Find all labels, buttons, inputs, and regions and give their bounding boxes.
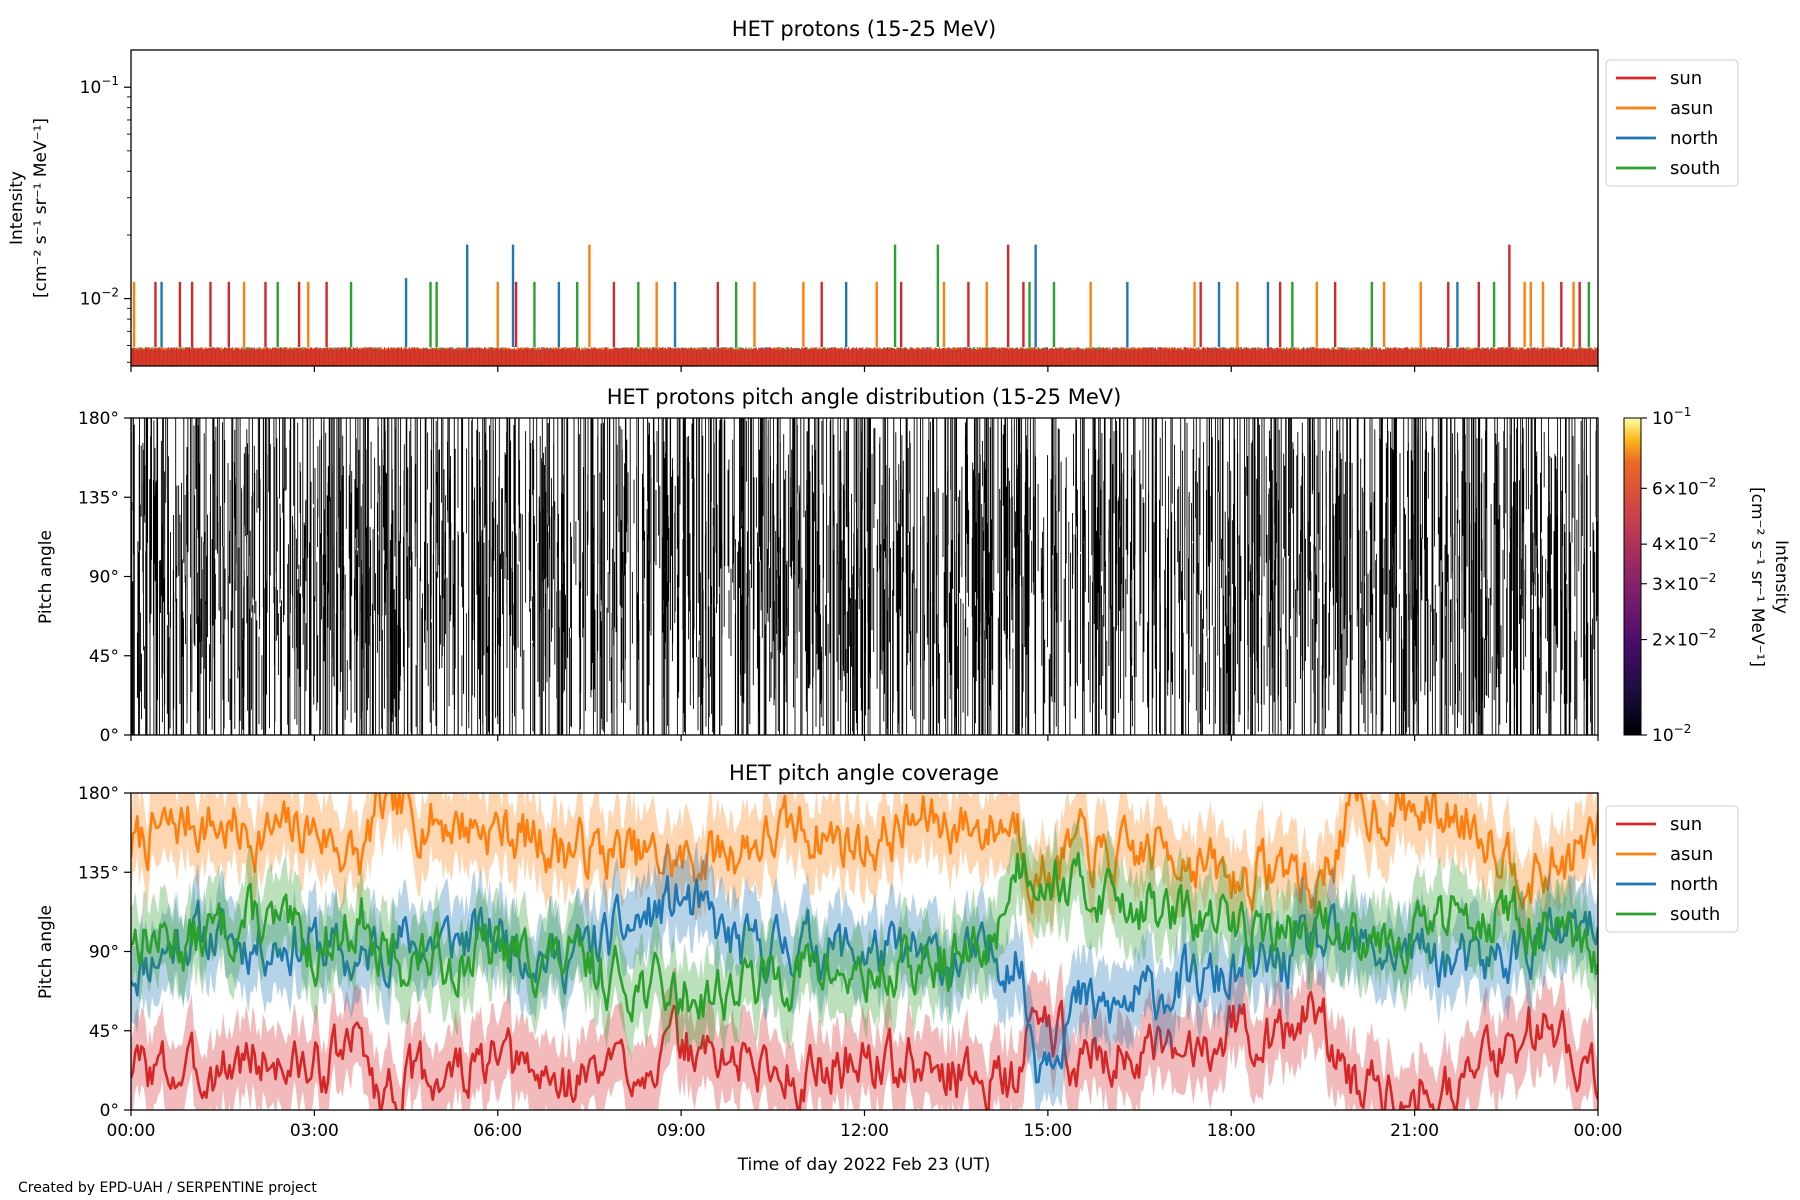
coverage-line-asun: [131, 793, 1598, 915]
y-tick-label: 45°: [89, 1022, 119, 1042]
intensity-x-ticks: [130, 366, 1599, 372]
y-tick-label: 10−2: [80, 286, 119, 310]
x-axis-label: Time of day 2022 Feb 23 (UT): [737, 1155, 991, 1175]
coverage-x-ticks: 00:00 03:00 06:00 09:00 12:00 15:00 18:00 21:00…: [107, 1110, 1623, 1141]
colorbar-ticks: 10−1 6×10−2 4×10−2 3×10−2 2×10−2 10−2: [1641, 405, 1716, 746]
colorbar-label: Intensity [cm⁻² s⁻¹ sr⁻¹ MeV⁻¹]: [1747, 487, 1791, 667]
coverage-panel-title: HET pitch angle coverage: [729, 761, 999, 785]
y-tick-label: 135°: [78, 863, 119, 883]
colorbar-tick-label: 10−2: [1652, 722, 1691, 746]
colorbar-tick-label: 4×10−2: [1652, 531, 1716, 555]
intensity-y-ticks: 10−1 10−2: [80, 74, 131, 363]
x-tick-label: 18:00: [1207, 1121, 1256, 1141]
coverage-line-north: [131, 875, 1598, 1084]
legend-label-asun: asun: [1670, 844, 1713, 865]
colorbar-tick-label: 6×10−2: [1652, 475, 1716, 499]
colorbar-tick-label: 10−1: [1652, 405, 1691, 429]
x-tick-label: 03:00: [290, 1121, 339, 1141]
intensity-y-label-line2: [cm⁻² s⁻¹ sr⁻¹ MeV⁻¹]: [31, 118, 51, 298]
legend-label-south: south: [1670, 158, 1720, 179]
coverage-band-north: [131, 837, 1598, 1110]
intensity-y-label: Intensity [cm⁻² s⁻¹ sr⁻¹ MeV⁻¹]: [7, 118, 51, 298]
coverage-series-group: [131, 793, 1598, 1110]
x-tick-label: 00:00: [107, 1121, 156, 1141]
pad-streaks: [131, 418, 1598, 735]
pad-y-label: Pitch angle: [36, 530, 56, 624]
intensity-legend: sun asun north south: [1605, 59, 1739, 187]
coverage-line-sun: [131, 990, 1598, 1110]
y-tick-label: 10−1: [80, 74, 119, 98]
credit-footer: Created by EPD-UAH / SERPENTINE project: [18, 1180, 317, 1196]
intensity-panel-title: HET protons (15-25 MeV): [732, 17, 996, 41]
coverage-line-south: [131, 851, 1598, 1023]
colorbar: [1623, 417, 1642, 736]
y-tick-label: 135°: [78, 488, 119, 508]
intensity-panel: HET protons (15-25 MeV) 10−1 10−2 Intensi…: [7, 17, 1739, 372]
legend-label-north: north: [1670, 874, 1718, 895]
y-tick-label: 90°: [89, 568, 119, 588]
x-tick-label: 09:00: [657, 1121, 706, 1141]
legend-label-north: north: [1670, 128, 1718, 149]
colorbar-label-line1: Intensity: [1771, 540, 1791, 614]
y-tick-label: 0°: [100, 1101, 119, 1121]
x-tick-label: 12:00: [840, 1121, 889, 1141]
coverage-y-label: Pitch angle: [36, 905, 56, 999]
colorbar-tick-label: 2×10−2: [1652, 627, 1716, 651]
coverage-band-asun: [131, 793, 1598, 952]
legend-label-south: south: [1670, 904, 1720, 925]
legend-label-sun: sun: [1670, 68, 1702, 89]
colorbar-tick-label: 3×10−2: [1652, 571, 1716, 595]
y-tick-label: 0°: [100, 726, 119, 746]
intensity-series-group: [131, 244, 1598, 366]
legend-label-sun: sun: [1670, 814, 1702, 835]
coverage-band-sun: [131, 953, 1598, 1110]
pad-x-ticks: [130, 735, 1599, 741]
x-tick-label: 00:00: [1574, 1121, 1623, 1141]
y-tick-label: 90°: [89, 943, 119, 963]
pad-panel-title: HET protons pitch angle distribution (15…: [607, 385, 1122, 409]
pad-panel: HET protons pitch angle distribution (15…: [36, 385, 1791, 746]
intensity-y-label-line1: Intensity: [7, 171, 27, 245]
x-tick-label: 06:00: [473, 1121, 522, 1141]
coverage-band-south: [131, 814, 1598, 1061]
colorbar-label-line2: [cm⁻² s⁻¹ sr⁻¹ MeV⁻¹]: [1747, 487, 1767, 667]
legend-box: [1605, 805, 1739, 933]
coverage-legend: sun asun north south: [1605, 805, 1739, 933]
y-tick-label: 180°: [78, 409, 119, 429]
legend-box: [1605, 59, 1739, 187]
baseline-band-sun: [131, 347, 1598, 366]
coverage-y-ticks: 0° 45° 90° 135° 180°: [78, 784, 131, 1121]
legend-label-asun: asun: [1670, 98, 1713, 119]
x-tick-label: 15:00: [1023, 1121, 1072, 1141]
y-tick-label: 45°: [89, 647, 119, 667]
coverage-panel: HET pitch angle coverage 0° 45° 90° 135° 180…: [36, 761, 1739, 1175]
x-tick-label: 21:00: [1390, 1121, 1439, 1141]
y-tick-label: 180°: [78, 784, 119, 804]
pad-heatmap: [131, 418, 1598, 735]
pad-y-ticks: 0° 45° 90° 135° 180°: [78, 409, 131, 746]
